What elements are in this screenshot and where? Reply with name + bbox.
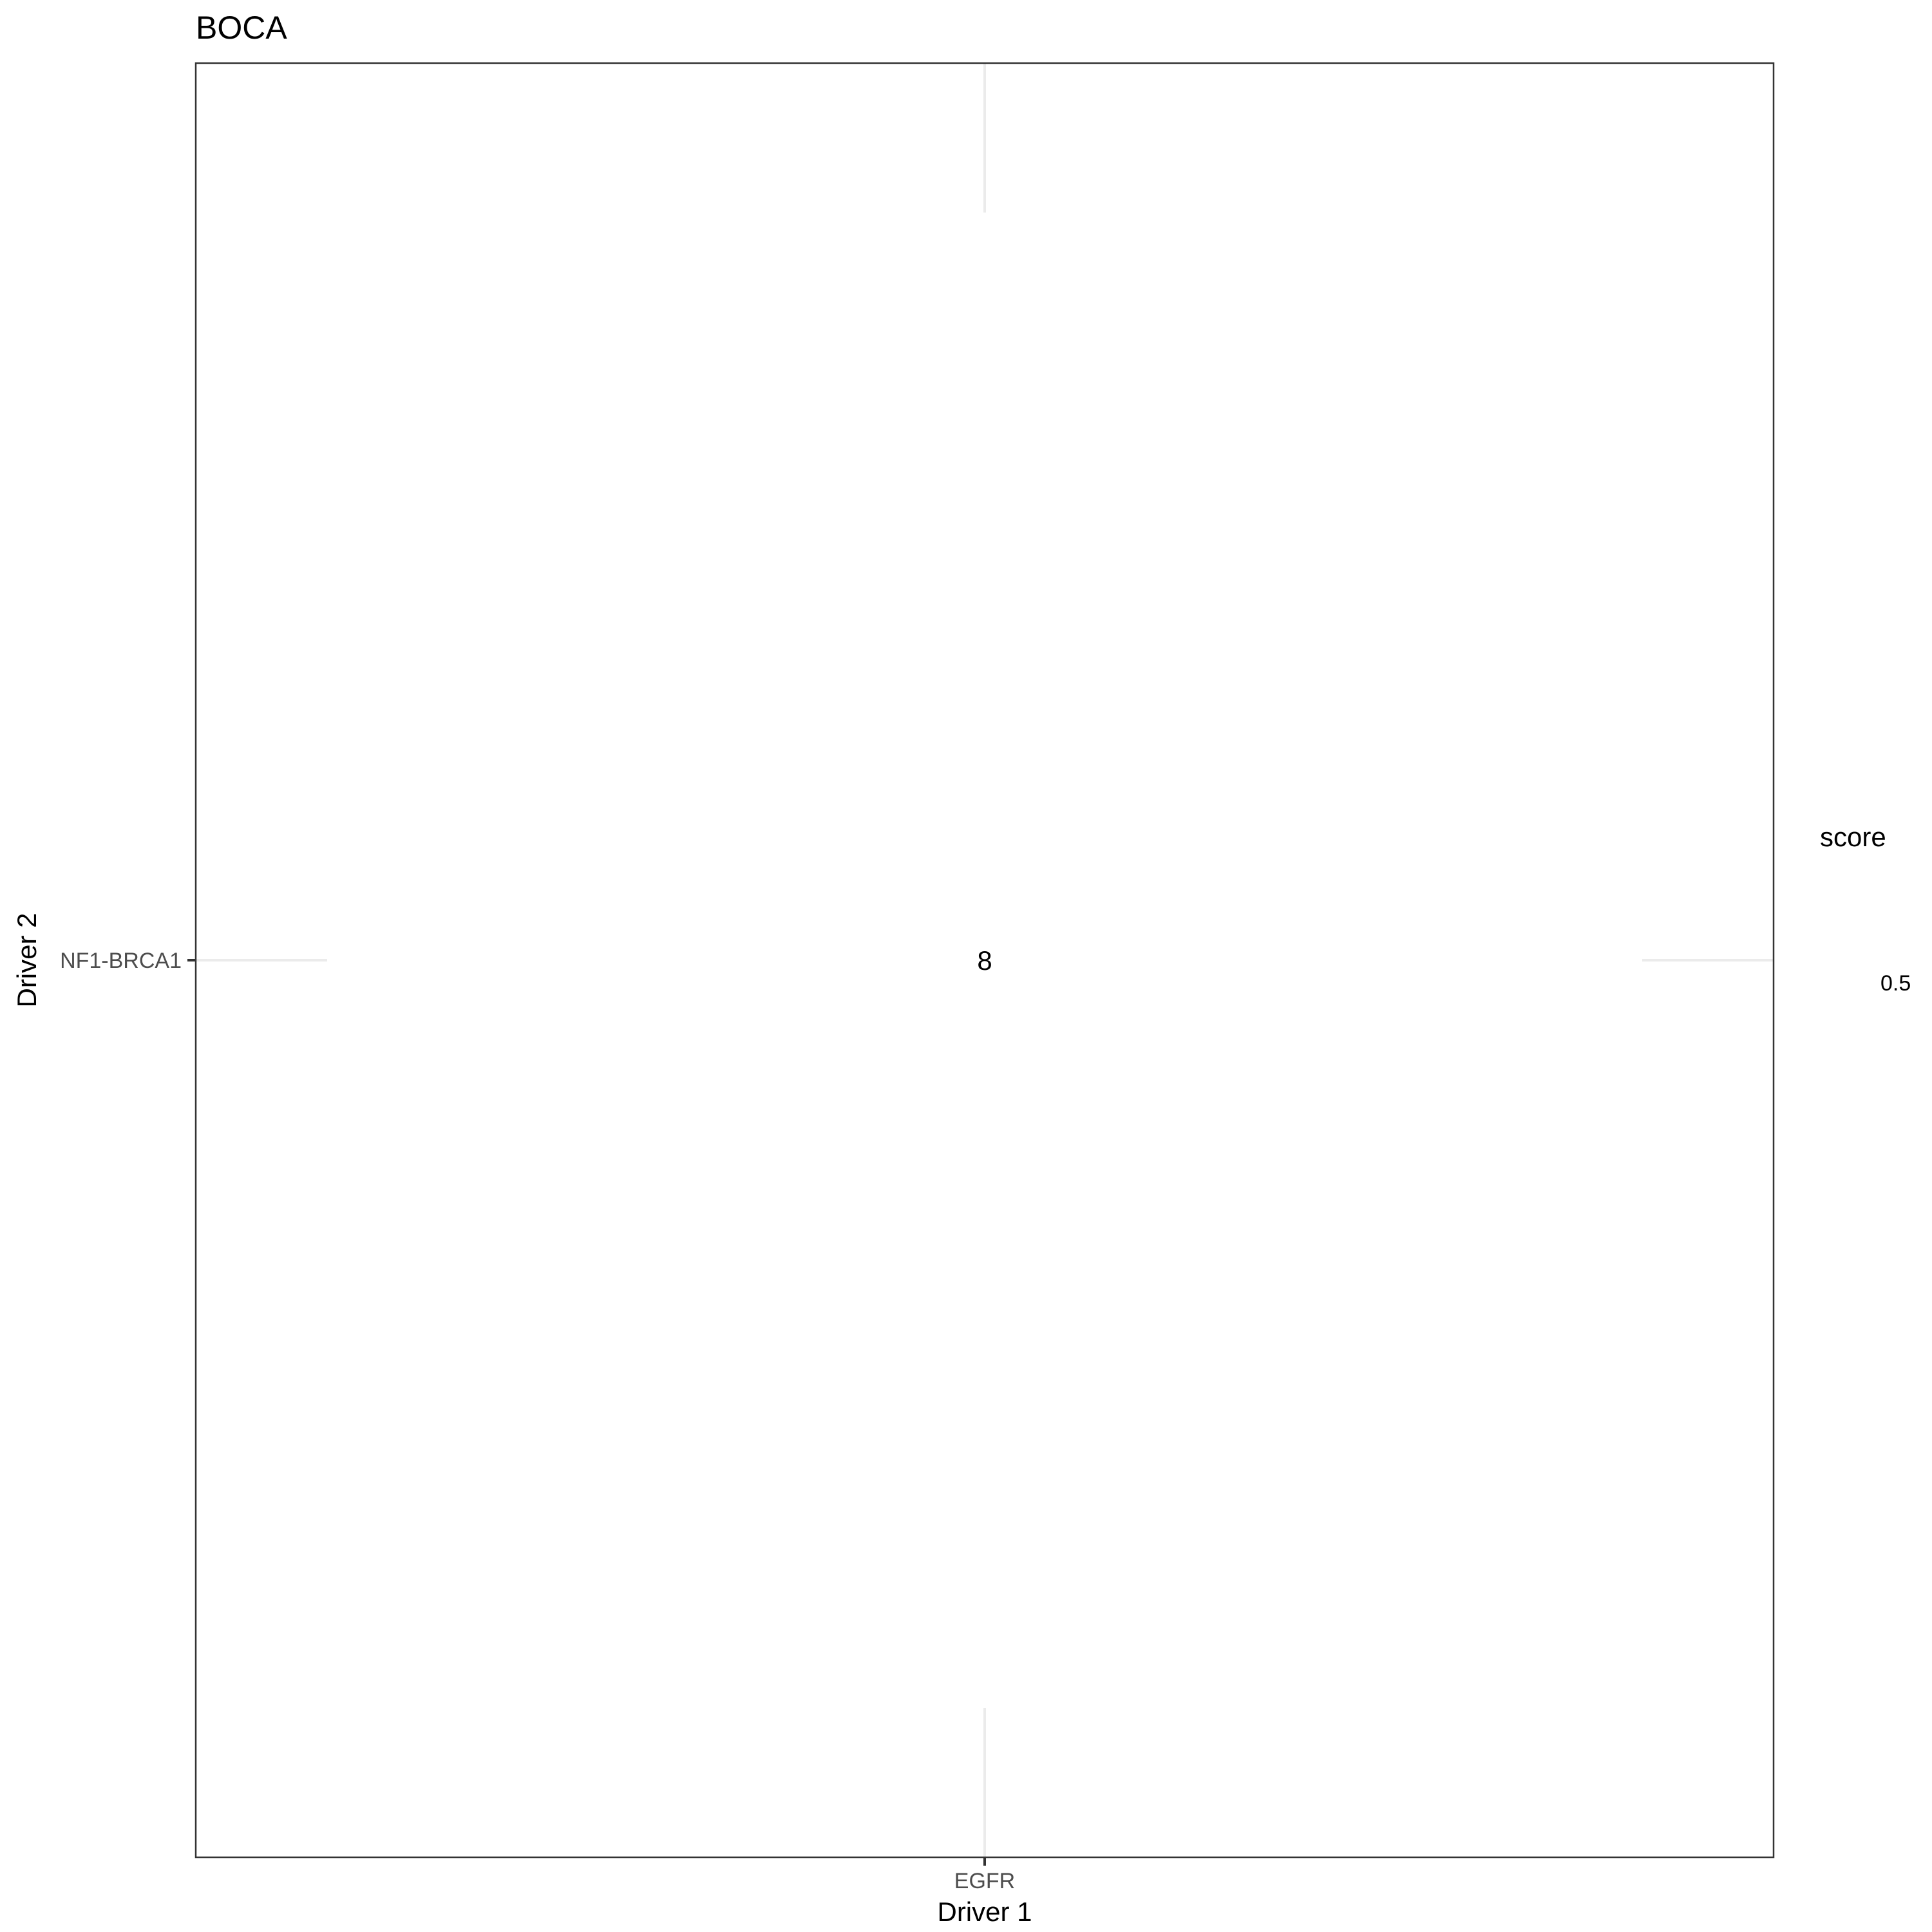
cell-value-label: 8 [977,945,992,976]
heatmap-cell [327,213,1642,1708]
legend-label: 0.5 [1880,971,1911,996]
legend-title: score [1820,822,1886,852]
chart-title: BOCA [196,10,287,46]
x-axis-title: Driver 1 [937,1897,1032,1927]
y-axis-title: Driver 2 [12,913,42,1007]
x-tick-label: EGFR [954,1869,1015,1893]
y-tick-label: NF1-BRCA1 [60,949,182,973]
